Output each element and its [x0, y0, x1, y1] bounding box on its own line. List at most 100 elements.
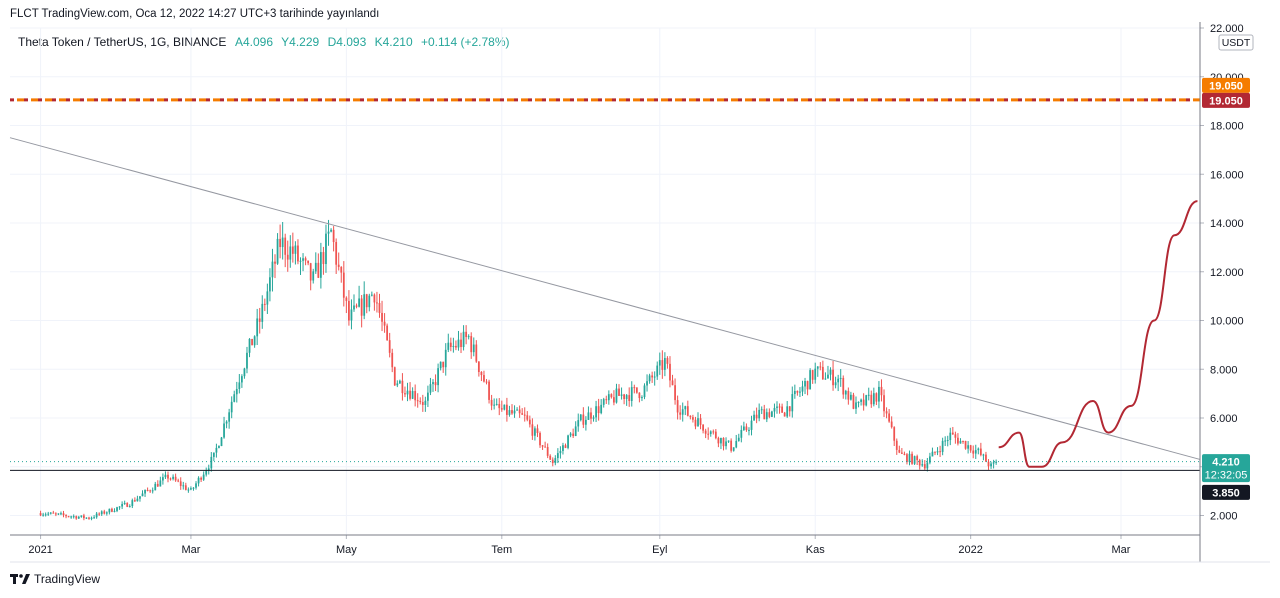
candle-body [126, 502, 129, 507]
candle-body [263, 303, 266, 305]
candle-body [829, 369, 832, 375]
candle-body [814, 368, 817, 380]
candle [556, 448, 559, 464]
candle-body [783, 412, 786, 417]
candle [883, 389, 885, 417]
candle-body [100, 511, 103, 515]
candle [294, 241, 297, 265]
candle [842, 375, 845, 399]
candle-body [452, 345, 455, 348]
candle [600, 399, 603, 415]
candle [755, 407, 758, 424]
candle [707, 427, 710, 440]
candle [411, 387, 414, 400]
candle-body [281, 237, 284, 248]
candle-body [261, 303, 264, 322]
candle [753, 410, 755, 421]
candle-body [332, 229, 335, 243]
candle-body [169, 478, 172, 480]
candle-body [65, 515, 67, 517]
candle [602, 397, 605, 408]
candle [271, 248, 274, 292]
candle [187, 487, 190, 493]
candle [386, 323, 389, 341]
candle-body [286, 254, 289, 260]
candle-body [992, 462, 995, 464]
candle-body [898, 449, 901, 453]
candle [337, 252, 340, 271]
candle [133, 497, 136, 502]
candle-body [778, 406, 781, 408]
candle [240, 374, 243, 388]
candle [977, 447, 980, 455]
candle-body [541, 445, 544, 447]
candle [913, 455, 916, 466]
candle [169, 477, 172, 481]
candle-body [111, 508, 113, 512]
candle-body [995, 461, 998, 463]
candle-body [475, 344, 478, 362]
candle [307, 260, 310, 266]
candle [373, 293, 376, 311]
candle [898, 445, 901, 454]
candle [702, 423, 704, 434]
candle-body [946, 440, 949, 442]
candle-body [493, 404, 496, 406]
candle-body [434, 382, 437, 386]
candle-body [590, 412, 592, 419]
candle [745, 423, 748, 432]
candle-body [179, 481, 182, 486]
candle [332, 226, 335, 252]
candle [434, 374, 437, 392]
candle-body [370, 294, 373, 296]
candle [429, 377, 432, 396]
candle [49, 512, 52, 515]
publish-header: FLCT TradingView.com, Oca 12, 2022 14:27… [10, 8, 380, 20]
x-tick-label: Mar [1112, 544, 1131, 556]
candle-body [906, 454, 908, 463]
candle-body [939, 451, 941, 453]
candle [692, 414, 694, 423]
candle [447, 333, 450, 353]
last-price-badge-text: 4.210 [1212, 457, 1240, 469]
candle-body [934, 451, 936, 453]
candle-body [870, 394, 873, 405]
candle-body [118, 506, 121, 508]
candle [569, 432, 572, 438]
candle [648, 373, 651, 384]
candle [916, 454, 919, 466]
candle [847, 387, 850, 405]
candle-body [409, 390, 411, 399]
candle-body [768, 412, 771, 417]
candle [225, 420, 228, 429]
candle-body [676, 400, 679, 413]
candle [666, 356, 669, 369]
candle-body [309, 263, 312, 281]
candle-body [620, 394, 623, 396]
candle [760, 406, 763, 415]
symbol-name[interactable]: Theta Token / TetherUS, 1G, BINANCE [18, 35, 227, 49]
candle [230, 396, 233, 419]
candle [144, 489, 146, 497]
candle-body [355, 305, 358, 307]
candle [875, 392, 878, 406]
candle [523, 407, 526, 422]
candle-body [900, 452, 903, 454]
candle [444, 343, 447, 376]
candle-body [872, 393, 875, 405]
candle [737, 433, 740, 442]
candle-body [712, 431, 715, 433]
candle-body [957, 437, 959, 444]
candle [220, 436, 223, 447]
candle [488, 379, 490, 404]
candle-body [67, 516, 70, 518]
candle-body [439, 361, 442, 369]
candle [544, 441, 547, 448]
candle [584, 416, 587, 431]
candle [592, 415, 595, 422]
candle-body [128, 506, 131, 508]
candle [358, 285, 360, 308]
footer-brand[interactable]: TradingView [10, 572, 100, 586]
candle [215, 443, 218, 458]
